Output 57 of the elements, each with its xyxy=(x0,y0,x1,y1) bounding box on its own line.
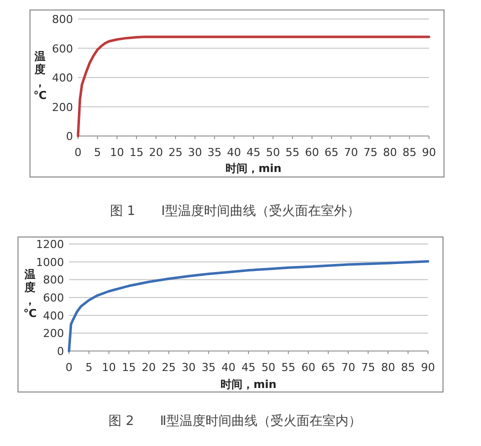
y-tick-label: 1000 xyxy=(36,256,64,269)
x-tick-label: 45 xyxy=(242,361,256,374)
line-series xyxy=(68,260,430,352)
x-tick-label: 80 xyxy=(383,146,397,159)
y-tick-label: 200 xyxy=(43,327,64,340)
y-tick-label: 800 xyxy=(52,13,73,26)
x-tick-label: 5 xyxy=(94,146,101,159)
x-tick-label: 20 xyxy=(142,361,156,374)
x-tick-label: 25 xyxy=(162,361,176,374)
x-tick-label: 65 xyxy=(321,361,336,374)
caption: 图 1 Ⅰ型温度时间曲线（受火面在室外） xyxy=(110,203,360,219)
y-tick-label: 0 xyxy=(57,345,64,358)
x-tick-label: 40 xyxy=(227,146,241,159)
x-tick-label: 35 xyxy=(208,146,222,159)
x-tick-label: 90 xyxy=(422,146,436,159)
x-tick-label: 55 xyxy=(281,361,296,374)
x-tick-label: 10 xyxy=(102,361,116,374)
x-tick-label: 35 xyxy=(202,361,216,374)
x-tick-label: 90 xyxy=(421,361,435,374)
x-tick-label: 60 xyxy=(305,146,319,159)
x-tick-label: 80 xyxy=(381,361,396,374)
y-tick-label: 600 xyxy=(43,292,64,304)
x-tick-label: 50 xyxy=(261,361,276,374)
y-axis-title: 温度，℃ xyxy=(23,268,37,320)
y-tick-label: 1200 xyxy=(36,238,64,251)
x-tick-label: 30 xyxy=(188,146,202,159)
x-tick-label: 5 xyxy=(85,361,92,374)
x-tick-label: 45 xyxy=(246,146,260,159)
y-axis-title: 温度，℃ xyxy=(33,50,47,102)
y-tick-label: 200 xyxy=(52,100,73,114)
x-tick-label: 75 xyxy=(364,146,378,159)
x-tick-label: 85 xyxy=(401,361,416,374)
y-tick-label: 400 xyxy=(52,72,73,84)
y-tick-label: 400 xyxy=(43,309,64,322)
x-tick-label: 75 xyxy=(361,361,376,374)
x-tick-label: 85 xyxy=(402,146,416,159)
y-tick-label: 800 xyxy=(43,274,64,287)
x-tick-label: 25 xyxy=(168,146,182,159)
x-tick-label: 30 xyxy=(182,361,196,374)
x-tick-label: 0 xyxy=(74,146,82,159)
x-tick-label: 10 xyxy=(110,146,124,159)
x-tick-label: 70 xyxy=(344,146,358,159)
line-series xyxy=(76,36,430,138)
x-tick-label: 15 xyxy=(130,146,144,159)
x-axis-title: 时间，min xyxy=(220,378,277,391)
y-tick-label: 0 xyxy=(66,130,73,143)
x-tick-label: 15 xyxy=(122,361,136,374)
caption: 图 2 Ⅱ型温度时间曲线（受火面在室内） xyxy=(108,413,362,429)
x-tick-label: 65 xyxy=(324,146,338,159)
x-tick-label: 55 xyxy=(286,146,300,159)
x-tick-label: 70 xyxy=(341,361,356,374)
x-tick-label: 40 xyxy=(222,361,236,374)
x-axis-title: 时间，min xyxy=(225,162,282,175)
y-tick-label: 600 xyxy=(52,42,73,56)
x-tick-label: 60 xyxy=(301,361,316,374)
x-tick-label: 50 xyxy=(266,146,280,159)
x-tick-label: 20 xyxy=(149,146,163,159)
